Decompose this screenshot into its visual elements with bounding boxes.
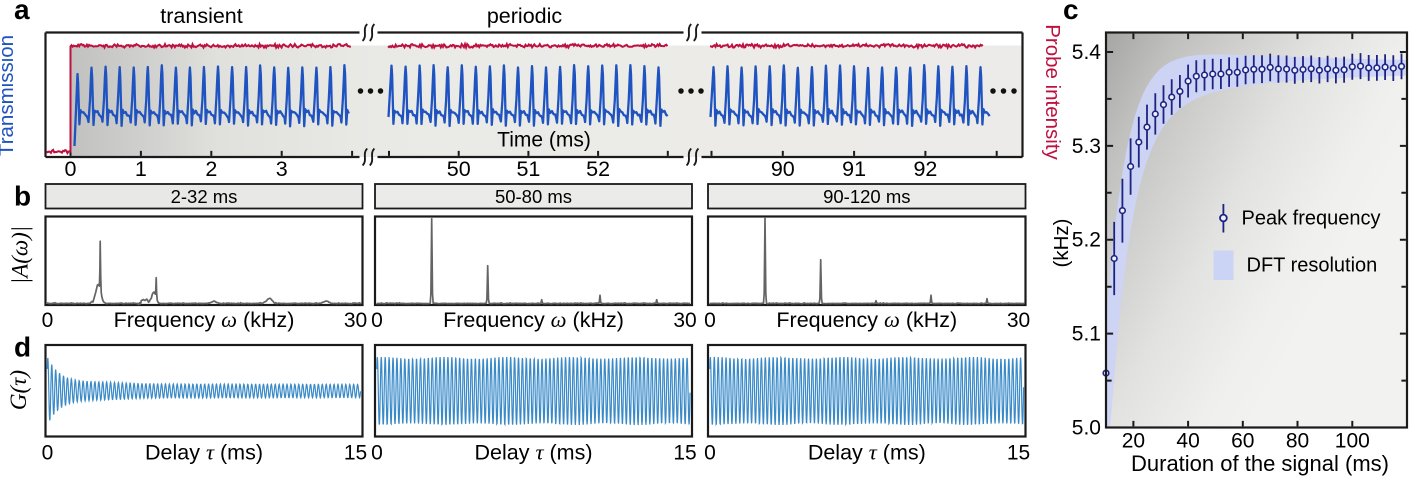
svg-text:periodic: periodic — [487, 4, 563, 28]
svg-text:90: 90 — [771, 157, 795, 181]
svg-text:15: 15 — [1007, 442, 1030, 465]
svg-text:Time (ms): Time (ms) — [497, 129, 591, 152]
svg-text:50: 50 — [447, 157, 471, 181]
svg-text:(kHz): (kHz) — [1050, 219, 1073, 268]
svg-text:52: 52 — [586, 157, 610, 181]
svg-text:51: 51 — [516, 157, 540, 181]
svg-text:30: 30 — [1007, 309, 1030, 332]
svg-text:60: 60 — [1231, 430, 1254, 453]
svg-text:c: c — [1063, 0, 1079, 25]
svg-text:a: a — [14, 0, 30, 25]
svg-text:91: 91 — [842, 157, 866, 181]
svg-text:0: 0 — [65, 157, 77, 181]
svg-text:0: 0 — [42, 442, 54, 465]
svg-text:transient: transient — [160, 4, 242, 28]
svg-text:40: 40 — [1176, 430, 1199, 453]
svg-text:0: 0 — [371, 442, 383, 465]
svg-text:Delay τ (ms): Delay τ (ms) — [145, 440, 263, 465]
svg-text:92: 92 — [913, 157, 937, 181]
svg-text:b: b — [14, 181, 31, 212]
svg-text:Frequency ω (kHz): Frequency ω (kHz) — [443, 307, 624, 332]
svg-text:20: 20 — [1122, 430, 1145, 453]
svg-text:0: 0 — [704, 442, 716, 465]
svg-text:Delay τ (ms): Delay τ (ms) — [808, 440, 926, 465]
svg-text:15: 15 — [344, 442, 367, 465]
svg-text:80: 80 — [1286, 430, 1309, 453]
svg-text:G(τ): G(τ) — [6, 370, 31, 410]
svg-text:90-120 ms: 90-120 ms — [823, 186, 910, 207]
svg-text:DFT resolution: DFT resolution — [1247, 255, 1378, 277]
svg-text:5.3: 5.3 — [1072, 135, 1101, 158]
svg-text:5.1: 5.1 — [1072, 323, 1101, 346]
svg-text:0: 0 — [704, 309, 716, 332]
svg-text:Transmission: Transmission — [0, 35, 18, 156]
svg-text:5.0: 5.0 — [1072, 417, 1101, 440]
svg-text:0: 0 — [42, 309, 54, 332]
svg-text:Delay τ (ms): Delay τ (ms) — [475, 440, 593, 465]
svg-text:15: 15 — [673, 442, 696, 465]
svg-text:Duration of the signal (ms): Duration of the signal (ms) — [1131, 451, 1389, 476]
svg-text:|A(ω)|: |A(ω)| — [8, 226, 33, 284]
svg-text:3: 3 — [276, 157, 288, 181]
svg-text:1: 1 — [135, 157, 147, 181]
svg-text:2: 2 — [205, 157, 217, 181]
svg-text:2-32 ms: 2-32 ms — [171, 186, 238, 207]
svg-text:100: 100 — [1335, 430, 1370, 453]
svg-text:50-80 ms: 50-80 ms — [495, 186, 572, 207]
svg-text:Frequency ω (kHz): Frequency ω (kHz) — [776, 307, 957, 332]
svg-text:5.4: 5.4 — [1072, 41, 1102, 64]
svg-text:5.2: 5.2 — [1072, 229, 1101, 252]
svg-text:d: d — [14, 332, 31, 363]
svg-text:Frequency ω (kHz): Frequency ω (kHz) — [114, 307, 295, 332]
svg-text:Peak frequency: Peak frequency — [1242, 208, 1381, 230]
svg-text:Probe intensity: Probe intensity — [1041, 24, 1064, 160]
svg-text:30: 30 — [673, 309, 696, 332]
svg-text:0: 0 — [371, 309, 383, 332]
svg-text:30: 30 — [344, 309, 367, 332]
